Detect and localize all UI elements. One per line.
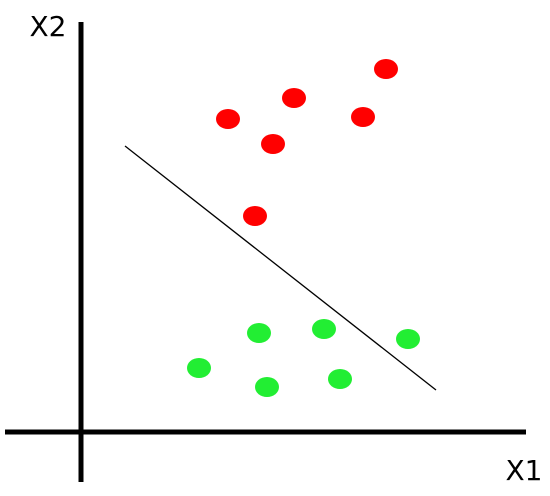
green-point bbox=[247, 323, 271, 343]
green-point bbox=[328, 369, 352, 389]
red-point bbox=[374, 59, 398, 79]
red-class bbox=[216, 59, 398, 226]
green-point bbox=[312, 319, 336, 339]
red-point bbox=[216, 109, 240, 129]
red-point bbox=[282, 88, 306, 108]
red-point bbox=[351, 107, 375, 127]
x-axis-label: X1 bbox=[506, 454, 543, 487]
decision-boundary bbox=[124, 145, 437, 391]
green-point bbox=[255, 377, 279, 397]
y-axis-label: X2 bbox=[30, 10, 67, 43]
red-point bbox=[243, 206, 267, 226]
green-point bbox=[396, 329, 420, 349]
green-class bbox=[187, 319, 420, 397]
red-point bbox=[261, 134, 285, 154]
green-point bbox=[187, 358, 211, 378]
